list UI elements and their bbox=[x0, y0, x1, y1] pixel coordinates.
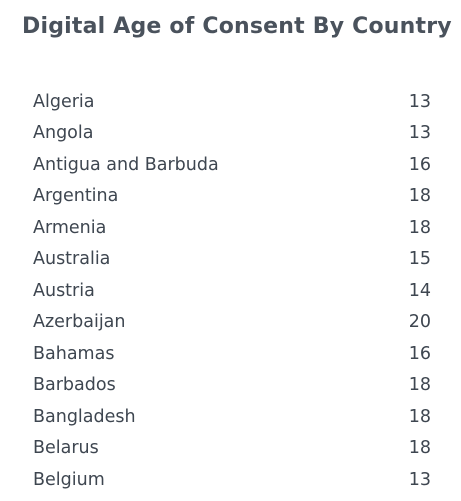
age: 16 bbox=[408, 154, 431, 175]
country: Angola bbox=[33, 123, 94, 144]
table-row: Belarus 18 bbox=[33, 433, 431, 465]
country: Bahamas bbox=[33, 343, 115, 364]
age: 18 bbox=[408, 217, 431, 238]
age: 14 bbox=[408, 280, 431, 301]
table-row: Argentina 18 bbox=[33, 181, 431, 213]
age: 18 bbox=[408, 375, 431, 396]
country: Belgium bbox=[33, 469, 105, 490]
age: 20 bbox=[408, 312, 431, 333]
table: Algeria 13 Angola 13 Antigua and Barbuda 16 Ar… bbox=[33, 86, 431, 496]
table-row: Bangladesh 18 bbox=[33, 401, 431, 433]
table-row: Australia 15 bbox=[33, 244, 431, 276]
table-row: Bahamas 16 bbox=[33, 338, 431, 370]
table-row: Armenia 18 bbox=[33, 212, 431, 244]
table-row: Antigua and Barbuda 16 bbox=[33, 149, 431, 181]
country: Austria bbox=[33, 280, 95, 301]
table-row: Belgium 13 bbox=[33, 464, 431, 496]
country: Barbados bbox=[33, 375, 116, 396]
country: Armenia bbox=[33, 217, 107, 238]
age: 18 bbox=[408, 186, 431, 207]
country: Bangladesh bbox=[33, 406, 136, 427]
title: Digital Age of Consent By Country bbox=[22, 14, 452, 39]
age: 18 bbox=[408, 438, 431, 459]
country: Azerbaijan bbox=[33, 312, 126, 333]
age: 13 bbox=[408, 469, 431, 490]
country: Antigua and Barbuda bbox=[33, 154, 219, 175]
age: 16 bbox=[408, 343, 431, 364]
age: 15 bbox=[408, 249, 431, 270]
table-row: Austria 14 bbox=[33, 275, 431, 307]
table-row: Barbados 18 bbox=[33, 370, 431, 402]
age: 13 bbox=[408, 123, 431, 144]
table-row: Algeria 13 bbox=[33, 86, 431, 118]
age: 13 bbox=[408, 91, 431, 112]
table-row: Angola 13 bbox=[33, 118, 431, 150]
country: Australia bbox=[33, 249, 111, 270]
country: Argentina bbox=[33, 186, 119, 207]
table-row: Azerbaijan 20 bbox=[33, 307, 431, 339]
age: 18 bbox=[408, 406, 431, 427]
country: Belarus bbox=[33, 438, 99, 459]
country: Algeria bbox=[33, 91, 95, 112]
